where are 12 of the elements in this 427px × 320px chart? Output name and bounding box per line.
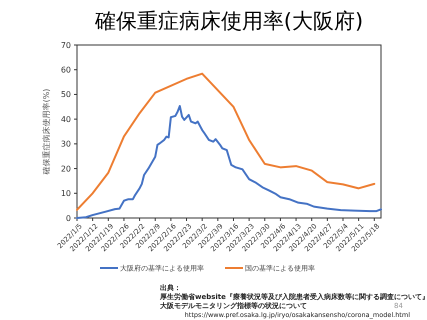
y-axis-title: 確保重症病床使用率(%) — [42, 88, 51, 176]
chart-title: 確保重症病床使用率(大阪府) — [94, 9, 364, 33]
y-tick-label: 0 — [66, 214, 71, 223]
y-tick-label: 70 — [60, 40, 71, 50]
y-tick-label: 50 — [60, 90, 71, 100]
y-tick-label: 20 — [60, 164, 71, 174]
y-tick-label: 30 — [60, 140, 71, 149]
line-series — [76, 105, 382, 219]
y-tick-label: 10 — [60, 189, 71, 198]
line-series — [76, 72, 376, 211]
y-tick-label: 60 — [60, 66, 71, 75]
y-tick-label: 40 — [60, 114, 71, 124]
